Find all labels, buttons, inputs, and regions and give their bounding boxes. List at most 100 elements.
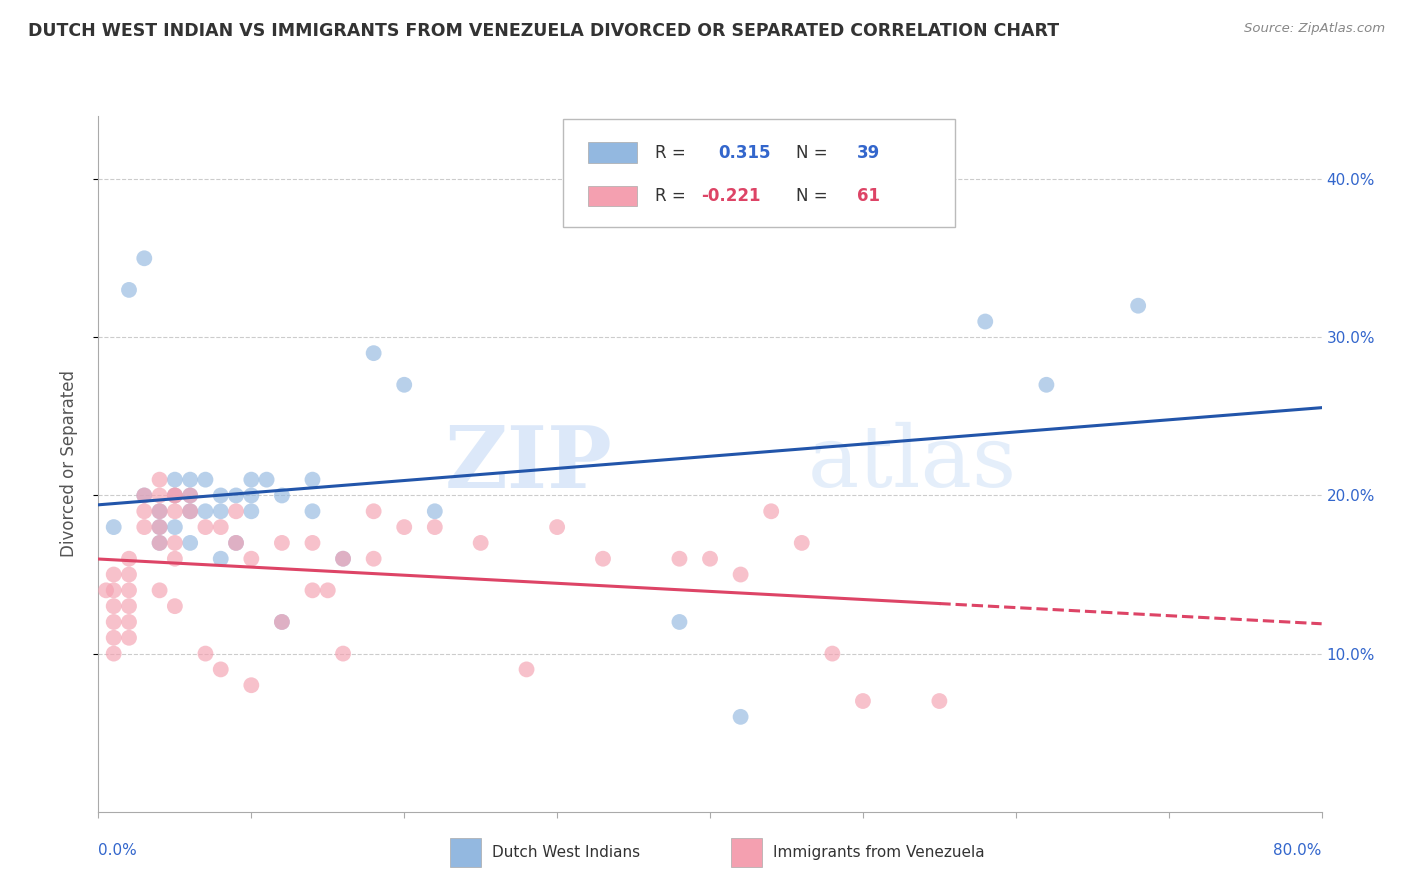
Point (149, 536, 172, 550)
Text: 0.0%: 0.0% (98, 843, 138, 858)
Text: Immigrants from Venezuela: Immigrants from Venezuela (773, 846, 986, 860)
Point (194, 520, 217, 534)
Point (546, 520, 568, 534)
Point (118, 583, 141, 598)
Point (179, 488, 201, 502)
Point (852, 694, 875, 708)
Point (332, 551, 354, 566)
Point (179, 536, 201, 550)
Point (363, 504, 385, 518)
Point (363, 551, 385, 566)
Point (103, 631, 125, 645)
Point (149, 520, 172, 534)
FancyBboxPatch shape (588, 186, 637, 206)
Text: 61: 61 (856, 187, 880, 205)
Point (301, 473, 323, 487)
Text: Source: ZipAtlas.com: Source: ZipAtlas.com (1244, 22, 1385, 36)
Point (163, 473, 186, 487)
Text: DUTCH WEST INDIAN VS IMMIGRANTS FROM VENEZUELA DIVORCED OR SEPARATED CORRELATION: DUTCH WEST INDIAN VS IMMIGRANTS FROM VEN… (28, 22, 1059, 40)
Point (163, 504, 186, 518)
Text: N =: N = (796, 144, 832, 161)
Point (699, 551, 721, 566)
Point (1128, 299, 1150, 313)
Point (240, 551, 263, 566)
Point (134, 488, 156, 502)
Point (270, 488, 292, 502)
Point (134, 488, 156, 502)
Text: R =: R = (655, 187, 690, 205)
Point (301, 504, 323, 518)
Point (1035, 377, 1057, 392)
Point (392, 520, 416, 534)
Point (240, 678, 263, 692)
Point (516, 662, 538, 676)
Text: R =: R = (655, 144, 690, 161)
Point (668, 615, 690, 629)
Point (179, 488, 201, 502)
Text: ZIP: ZIP (444, 422, 612, 506)
Point (149, 488, 172, 502)
Point (103, 583, 125, 598)
Point (163, 488, 186, 502)
Point (423, 504, 446, 518)
Text: Dutch West Indians: Dutch West Indians (492, 846, 640, 860)
Point (118, 599, 141, 614)
FancyBboxPatch shape (588, 143, 637, 163)
Point (163, 520, 186, 534)
Point (149, 583, 172, 598)
Point (270, 615, 292, 629)
Point (194, 647, 217, 661)
Point (209, 504, 232, 518)
Text: N =: N = (796, 187, 832, 205)
Point (179, 473, 201, 487)
Point (256, 473, 278, 487)
Point (928, 694, 950, 708)
Point (316, 583, 339, 598)
FancyBboxPatch shape (564, 120, 955, 227)
Text: 39: 39 (856, 144, 880, 161)
Point (103, 599, 125, 614)
Point (103, 647, 125, 661)
Point (134, 504, 156, 518)
Point (118, 631, 141, 645)
Point (730, 567, 752, 582)
Point (240, 473, 263, 487)
Point (149, 473, 172, 487)
Point (209, 520, 232, 534)
Text: 0.315: 0.315 (718, 144, 770, 161)
Point (194, 504, 217, 518)
Point (730, 710, 752, 724)
Point (118, 615, 141, 629)
Point (163, 536, 186, 550)
Point (332, 551, 354, 566)
Point (759, 504, 782, 518)
Point (103, 615, 125, 629)
Point (301, 583, 323, 598)
Point (163, 599, 186, 614)
Y-axis label: Divorced or Separated: Divorced or Separated (59, 370, 77, 558)
Point (103, 520, 125, 534)
Point (163, 488, 186, 502)
Point (423, 520, 446, 534)
Point (668, 551, 690, 566)
Point (134, 252, 156, 266)
Point (179, 504, 201, 518)
Point (225, 504, 247, 518)
Point (149, 536, 172, 550)
Point (134, 520, 156, 534)
Point (179, 504, 201, 518)
Point (149, 520, 172, 534)
Point (392, 377, 416, 392)
Point (194, 473, 217, 487)
Point (118, 283, 141, 297)
Text: -0.221: -0.221 (702, 187, 761, 205)
Point (240, 504, 263, 518)
Point (821, 647, 844, 661)
Text: atlas: atlas (808, 422, 1017, 506)
Point (163, 551, 186, 566)
Point (225, 488, 247, 502)
Point (118, 551, 141, 566)
Point (974, 314, 997, 328)
Point (363, 346, 385, 360)
Point (470, 536, 492, 550)
